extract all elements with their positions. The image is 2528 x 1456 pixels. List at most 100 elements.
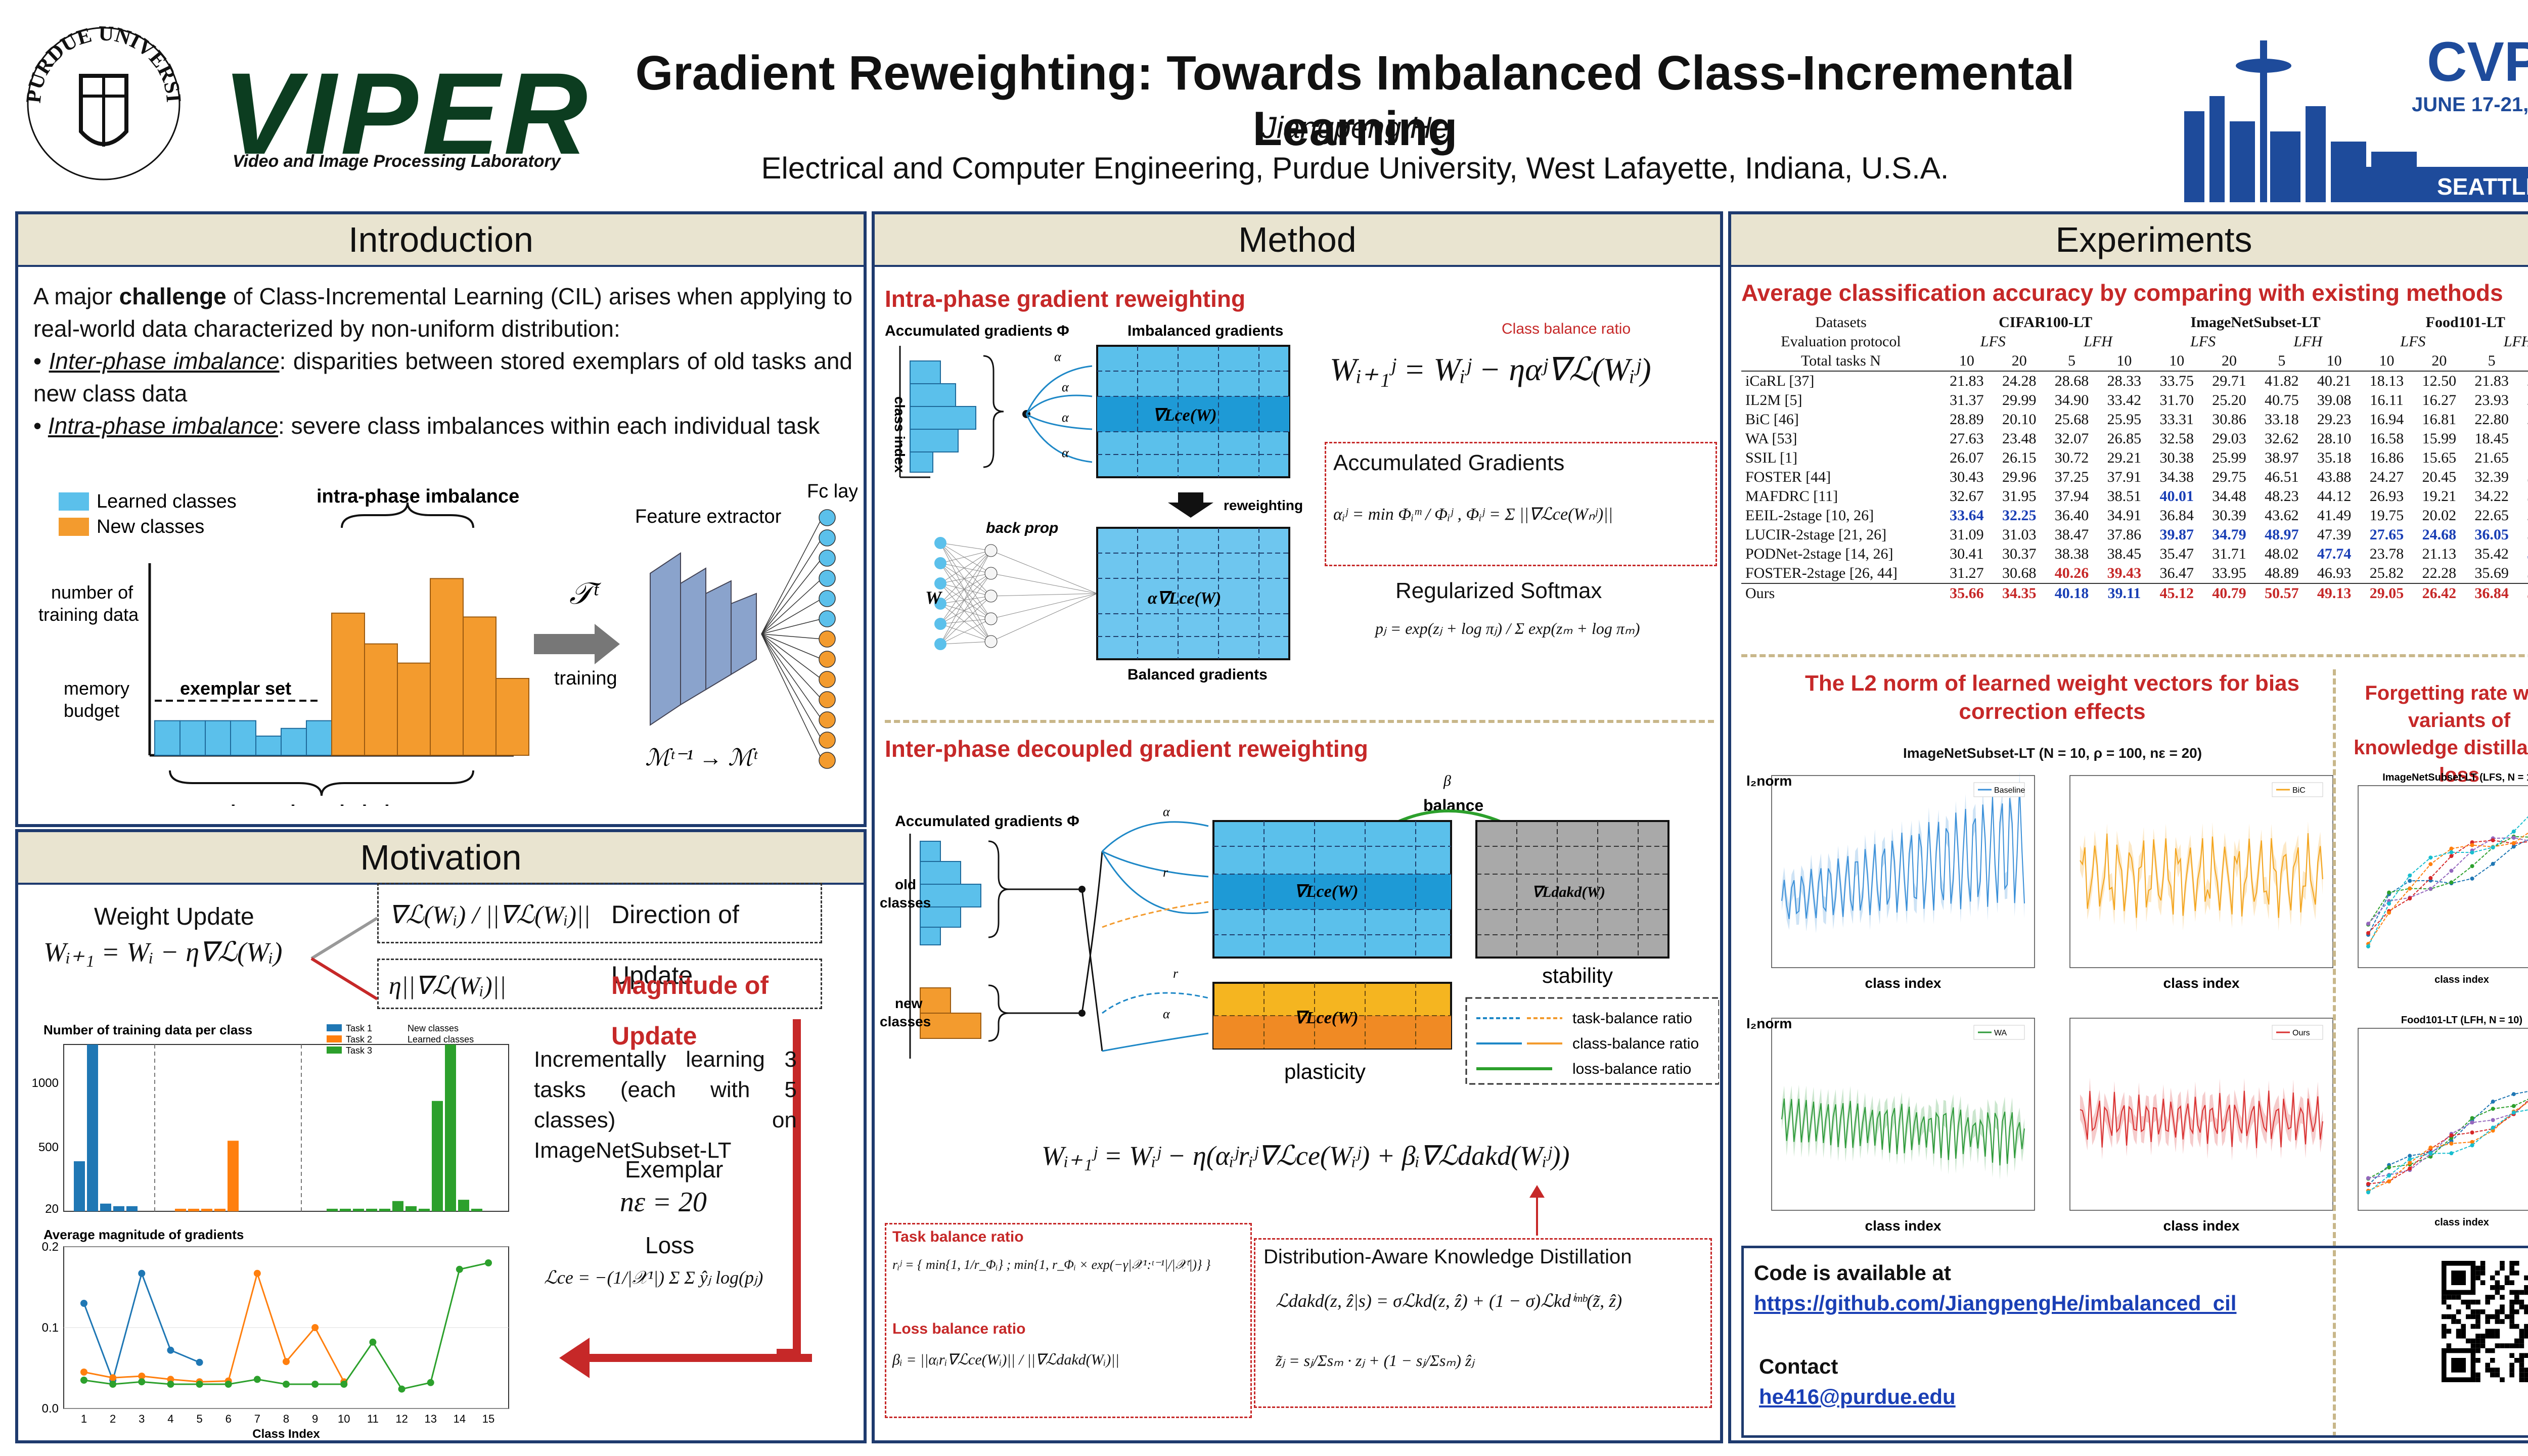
balanced-grad-label: Balanced gradients — [1127, 666, 1268, 683]
forget-series-line — [2368, 1090, 2528, 1186]
chart2-point — [253, 1269, 261, 1277]
purdue-logo: PURDUE UNIVERSITY — [20, 20, 185, 180]
contact-email-link[interactable]: he416@purdue.edu — [1759, 1385, 1956, 1408]
table-row: Ours 35.66 34.35 40.18 39.11 45.12 40.79 50.57 4… — [1741, 583, 2528, 603]
table-row: IL2M [5] 31.37 29.99 34.90 33.42 31.70 25.20 40… — [1745, 392, 2528, 408]
exemplar-label: Exemplar — [625, 1156, 724, 1182]
l2-subtitle: ImageNetSubset-LT (N = 10, ρ = 100, nε =… — [1903, 745, 2202, 761]
forget-series-line — [2368, 816, 2528, 947]
fc-node — [819, 732, 836, 749]
model-transition: ℳᵗ⁻¹ → ℳᵗ — [645, 745, 758, 770]
legend-task: task-balance ratio — [1572, 1010, 1692, 1027]
table-row: FOSTER [44] 30.43 29.96 37.25 37.91 34.38 29.7… — [1745, 469, 2528, 485]
motivation-heading: Motivation — [18, 832, 864, 885]
nn-node — [984, 635, 998, 648]
fc-node — [819, 711, 836, 729]
chart1-bar — [379, 1208, 390, 1211]
chart2-xtick: 8 — [283, 1413, 289, 1425]
chart1-bar — [126, 1206, 138, 1211]
chart2-xtick: 2 — [110, 1413, 116, 1425]
forget-charts: ImageNetSubset-LT (LFS, N = 10) class ind… — [2358, 772, 2528, 1228]
inter-main-eq: Wᵢ₊₁ʲ = Wᵢʲ − η(αᵢʲrᵢʲ∇ℒce(Wᵢʲ) + βᵢ∇ℒda… — [1042, 1141, 1570, 1171]
dakd-box: Distribution-Aware Knowledge Distillatio… — [1254, 1238, 1712, 1408]
chart1-bar — [419, 1208, 430, 1211]
chart2-point — [138, 1373, 146, 1380]
reg-softmax-title: Regularized Softmax — [1395, 578, 1602, 603]
svg-text:r: r — [1163, 865, 1168, 880]
fc-node — [819, 610, 836, 627]
exp-divider — [1741, 654, 2528, 657]
balance-ratio-box: Task balance ratio rᵢʲ = { min{1, 1/r_Φᵢ… — [885, 1223, 1252, 1418]
l2-series-line — [1781, 1098, 2025, 1166]
chart1-legend: New classes — [408, 1023, 459, 1033]
nn-node — [934, 537, 946, 549]
fc-node — [819, 590, 836, 607]
chart2-point — [167, 1376, 174, 1383]
l2-series-line — [2080, 1090, 2323, 1149]
chart2-point — [427, 1379, 434, 1386]
chart2-point — [369, 1338, 377, 1346]
chart2-point — [283, 1381, 290, 1388]
training-label: training — [554, 668, 617, 689]
loss-eq: ℒce = −(1/|𝒳¹|) Σ Σ ŷⱼ log(pⱼ) — [544, 1267, 763, 1288]
table-row: SSIL [1] 26.07 26.15 30.72 29.21 30.38 25.99 38… — [1745, 449, 2528, 466]
svg-text:α: α — [1054, 349, 1062, 364]
fc-node — [819, 651, 836, 668]
red-return-arrow — [777, 1019, 801, 1357]
svg-text:W: W — [925, 587, 943, 608]
chart1-ytick: 500 — [38, 1141, 59, 1154]
imbalanced-grad-label: Imbalanced gradients — [1127, 323, 1283, 339]
method-divider — [885, 720, 1714, 723]
viper-subtitle: Video and Image Processing Laboratory — [233, 152, 561, 171]
back-prop-label: back prop — [986, 520, 1058, 536]
intra-label: intra-phase imbalance — [317, 486, 519, 507]
method-panel: Method Intra-phase gradient reweighting … — [872, 211, 1723, 1443]
chart2-xtick: 10 — [338, 1413, 350, 1425]
l2-series-line — [1781, 785, 2025, 920]
table-row: MAFDRC [11] 32.67 31.95 37.94 38.51 40.01 34.4… — [1745, 488, 2528, 505]
viper-logo: VIPER — [222, 49, 592, 178]
weight-update-label: Weight Update — [94, 903, 254, 930]
forget-title: Forgetting rate with variants of knowled… — [2354, 682, 2528, 786]
chart1-bar — [340, 1208, 351, 1211]
nn-node — [934, 577, 946, 589]
chart1-ytick: 20 — [45, 1202, 59, 1216]
forget-series-line — [2368, 1102, 2528, 1192]
code-label: Code is available at — [1754, 1261, 1951, 1285]
svg-text:∇Lce(W): ∇Lce(W) — [1294, 1009, 1359, 1027]
results-table-wrap: Datasets CIFAR100-LT ImageNetSubset-LT Food… — [1741, 313, 2528, 603]
plasticity-label: plasticity — [1284, 1060, 1366, 1083]
svg-text:∇Lce(W): ∇Lce(W) — [1153, 406, 1217, 425]
chart2-point — [80, 1300, 87, 1307]
l2-legend: Ours — [2292, 1029, 2310, 1037]
forget-series-line — [2368, 840, 2528, 934]
table-row: WA [53] 27.63 23.48 32.07 26.85 32.58 29.03 32.… — [1745, 430, 2528, 447]
table-row: iCaRL [37] 21.83 24.28 28.68 28.33 33.75 29.71… — [1745, 373, 2528, 389]
old-class-bar — [205, 720, 231, 756]
chart2-xtick: 7 — [254, 1413, 260, 1425]
chart2-point — [167, 1381, 174, 1388]
chart1-bar — [175, 1208, 186, 1211]
forget-subtitle: ImageNetSubset-LT (LFS, N = 10) — [2382, 772, 2528, 783]
forget-series-line — [2368, 836, 2528, 925]
l2-xlabel: class index — [2163, 1218, 2240, 1234]
chart1-legend: Task 1 — [346, 1023, 372, 1033]
exemplar-eq: nε = 20 — [620, 1187, 707, 1218]
svg-text:α: α — [1062, 380, 1069, 394]
chart2-xtick: 6 — [225, 1413, 232, 1425]
contact-label: Contact — [1759, 1354, 1838, 1378]
new-class-bar — [430, 578, 464, 756]
nn-node — [934, 638, 946, 650]
old-class-bar — [306, 720, 332, 756]
new-class-bar — [495, 678, 529, 756]
chart1-ytick: 1000 — [32, 1076, 59, 1090]
forget-xlabel: class index — [2434, 974, 2489, 985]
l2-legend: BiC — [2292, 786, 2306, 795]
code-url-link[interactable]: https://github.com/JiangpengHe/imbalance… — [1754, 1291, 2237, 1315]
fc-node — [819, 671, 836, 688]
chart2-point — [109, 1381, 117, 1388]
chart2-title: Average magnitude of gradients — [43, 1227, 244, 1242]
experiments-panel: Experiments Average classification accur… — [1728, 211, 2528, 1443]
inter-diagram: β balance Accumulated gradients Φ old cla… — [880, 772, 1719, 1085]
forget-series-line — [2368, 1100, 2528, 1185]
